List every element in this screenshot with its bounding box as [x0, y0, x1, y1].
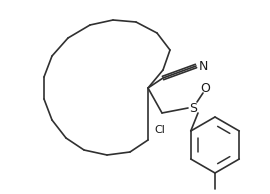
Text: S: S	[189, 101, 197, 114]
Text: N: N	[199, 60, 208, 73]
Text: Cl: Cl	[154, 125, 166, 135]
Text: O: O	[200, 81, 210, 94]
